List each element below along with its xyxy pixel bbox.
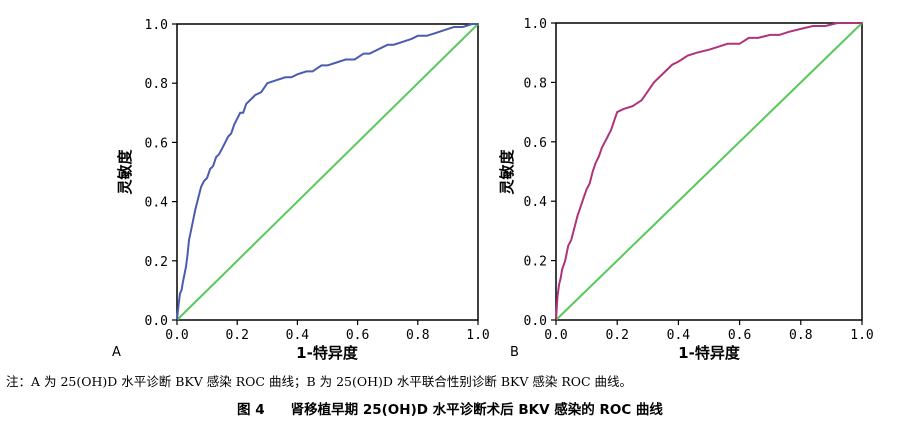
panel-a-xtick-label: 0.0 [165,328,188,343]
panel-b-label: B [510,345,519,360]
panel-a-frame [176,23,479,321]
panel-b-ytick-label: 0.0 [524,314,547,329]
panel-b-reference-line [555,22,863,321]
panel-a-ytick-label: 0.2 [145,255,168,270]
panel-b-xlabel: 1-特异度 [678,344,741,362]
panel-a-xtick-label: 1.0 [466,328,489,343]
panel-b-xtick-label: 0.6 [728,328,751,343]
panel-a-ytick-label: 0.4 [145,196,169,211]
roc-panel-a: 0.0 0.2 0.4 0.6 0.8 1.0 0.0 0.2 0.4 0.6 0.8 1.0 1-… [112,18,490,362]
panel-b-ytick-label: 0.4 [524,195,548,210]
panel-b-ytick-label: 1.0 [524,17,547,32]
panel-b-ylabel: 灵敏度 [498,149,516,195]
caption-title: 肾移植早期 25(OH)D 水平诊断术后 BKV 感染的 ROC 曲线 [290,402,663,418]
panel-b-ytick-label: 0.2 [524,255,547,270]
panel-a-ytick-label: 0.8 [145,77,168,92]
panel-b-ytick-label: 0.6 [524,136,547,151]
panel-a-label: A [112,345,121,360]
panel-a-roc-curve [176,23,478,321]
figure-caption: 图 4 肾移植早期 25(OH)D 水平诊断术后 BKV 感染的 ROC 曲线 [0,398,900,418]
panel-a-ytick-label: 0.6 [145,136,168,151]
figure-note: 注：A 为 25(OH)D 水平诊断 BKV 感染 ROC 曲线；B 为 25(… [6,374,633,389]
panel-a-reference-line [176,23,479,321]
panel-b-ytick-label: 0.8 [524,76,547,91]
panel-a-ytick-label: 0.0 [145,314,168,329]
panel-a-xtick-label: 0.8 [406,328,429,343]
panel-b-xtick-label: 0.4 [667,328,691,343]
panel-b-xtick-label: 1.0 [850,328,873,343]
panel-b-roc-curve [555,22,862,321]
panel-a-xlabel: 1-特异度 [296,344,359,362]
caption-number: 图 4 [237,402,265,418]
panel-a-xtick-label: 0.2 [225,328,248,343]
panel-a-xtick-label: 0.6 [346,328,369,343]
panel-b-xtick-label: 0.2 [605,328,628,343]
panel-a-ytick-label: 1.0 [145,18,168,33]
panel-a-xtick-label: 0.4 [286,328,310,343]
panel-b-xtick-label: 0.0 [544,328,567,343]
panel-a-ylabel: 灵敏度 [116,149,134,195]
roc-panel-b: 0.0 0.2 0.4 0.6 0.8 1.0 0.0 0.2 0.4 0.6 0.8 1.0 1-… [498,17,874,362]
panel-b-frame [555,22,863,321]
panel-b-xtick-label: 0.8 [789,328,812,343]
